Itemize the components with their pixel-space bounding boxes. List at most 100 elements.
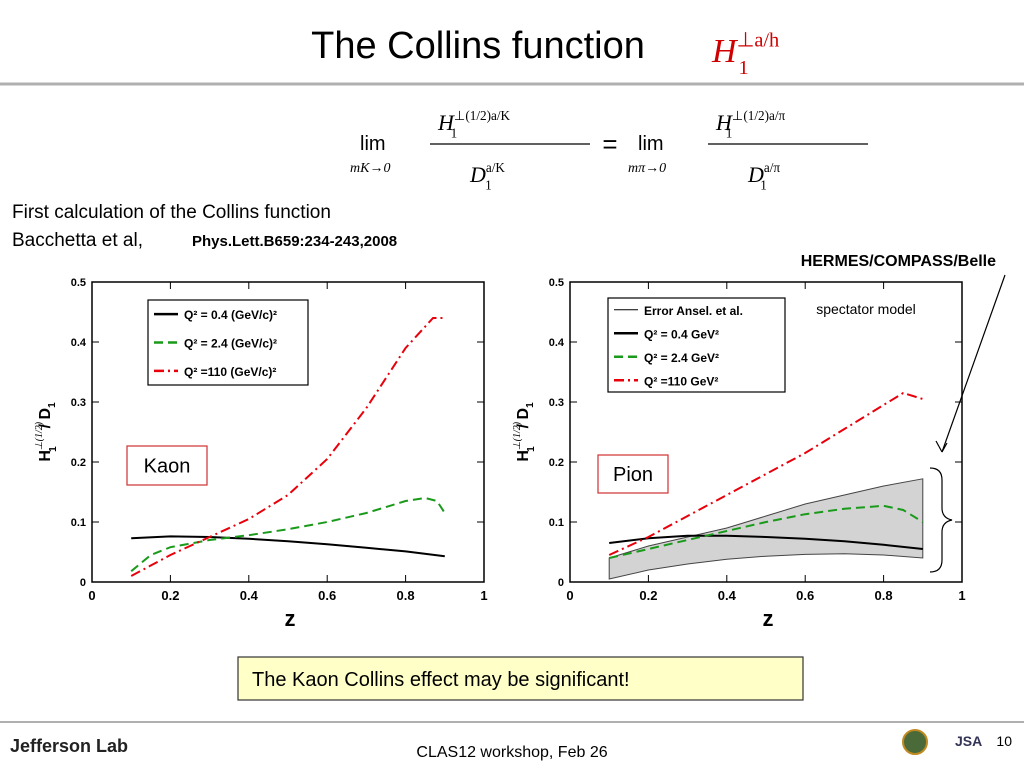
conclusion-box bbox=[237, 656, 804, 701]
hermes-label: HERMES/COMPASS/Belle bbox=[801, 253, 996, 270]
plot-frame bbox=[91, 281, 485, 583]
math-base: H bbox=[715, 110, 733, 135]
math-sub: 1 bbox=[738, 57, 748, 79]
x-tick-label: 0.4 bbox=[240, 588, 259, 603]
lim: lim bbox=[360, 133, 386, 155]
legend-label: Q² =110 (GeV/c)² bbox=[184, 365, 276, 379]
y-tick-label: 0.2 bbox=[71, 457, 86, 469]
series-line bbox=[130, 317, 445, 577]
equals: = bbox=[602, 129, 617, 159]
page-number: 10 bbox=[996, 733, 1012, 749]
math-term: Da/K 1 bbox=[469, 160, 505, 193]
x-tick-label: 0.8 bbox=[875, 588, 893, 603]
y-tick-label: 0.2 bbox=[549, 457, 564, 469]
y-tick-label: 0.1 bbox=[549, 517, 564, 529]
y-label-base: H bbox=[515, 450, 532, 462]
reference: Phys.Lett.B659:234-243,2008 bbox=[192, 233, 397, 250]
y-tick-label: 0 bbox=[80, 577, 86, 589]
slide-title: The Collins function bbox=[311, 25, 645, 67]
y-label-sup: ⊥(1/2) bbox=[512, 421, 523, 450]
math-base: H bbox=[437, 110, 455, 135]
x-axis-label: z bbox=[285, 606, 296, 631]
y-label-tail-sub: 1 bbox=[525, 402, 536, 408]
x-tick-label: 1 bbox=[480, 588, 487, 603]
tag-box bbox=[126, 445, 208, 486]
math-sup: ⊥(1/2)a/K bbox=[454, 108, 511, 123]
y-label-tail-sub: 1 bbox=[47, 402, 58, 408]
legend-label: Q² = 2.4 GeV² bbox=[644, 351, 719, 365]
y-tick-label: 0.5 bbox=[549, 277, 564, 289]
math-base: D bbox=[469, 162, 486, 187]
y-tick-label: 0.4 bbox=[549, 337, 565, 349]
legend-label: Q² = 0.4 GeV² bbox=[644, 327, 719, 341]
math-sup: ⊥a/h bbox=[737, 30, 780, 52]
math-base: D bbox=[747, 162, 764, 187]
legend-label: Q² = 0.4 (GeV/c)² bbox=[184, 308, 277, 322]
x-tick-label: 0.6 bbox=[796, 588, 814, 603]
x-tick-label: 0.8 bbox=[397, 588, 415, 603]
legend-box bbox=[607, 297, 786, 393]
math-base: H bbox=[711, 33, 739, 70]
y-axis-label: H⊥(1/2) 1/ D1 bbox=[34, 402, 59, 462]
math-term: H⊥a/h 1 bbox=[711, 30, 779, 79]
y-tick-label: 0.1 bbox=[71, 517, 86, 529]
series-line bbox=[130, 496, 446, 572]
error-band bbox=[608, 478, 924, 580]
annotation: spectator model bbox=[816, 301, 916, 317]
tag-label: Pion bbox=[613, 464, 653, 486]
footer-jsa: JSA bbox=[955, 733, 982, 749]
math-term: H⊥(1/2)a/K 1 bbox=[437, 108, 511, 141]
math-sub: 1 bbox=[451, 126, 458, 141]
logo bbox=[902, 729, 928, 755]
y-tick-label: 0.4 bbox=[71, 337, 87, 349]
x-tick-label: 0.6 bbox=[318, 588, 336, 603]
math-sup: a/K bbox=[486, 160, 506, 175]
footer-event: CLAS12 workshop, Feb 26 bbox=[416, 744, 607, 761]
series-line bbox=[609, 534, 923, 550]
y-label-sub: 1 bbox=[526, 446, 537, 452]
math-term: H⊥(1/2)a/π 1 bbox=[715, 108, 786, 141]
series-line bbox=[608, 504, 924, 559]
y-label-tail: / D bbox=[37, 408, 54, 428]
tag-box bbox=[597, 454, 669, 494]
y-label-base: H bbox=[37, 450, 54, 462]
series-line bbox=[608, 391, 924, 556]
subtitle-line: Bacchetta et al, bbox=[12, 230, 143, 251]
x-tick-label: 0.4 bbox=[718, 588, 737, 603]
math-sup: ⊥(1/2)a/π bbox=[732, 108, 786, 123]
brace bbox=[929, 467, 953, 573]
tag-label: Kaon bbox=[144, 456, 191, 478]
lim: lim bbox=[638, 133, 664, 155]
footer-lab: Jefferson Lab bbox=[10, 736, 128, 756]
math-sub: 1 bbox=[726, 126, 733, 141]
x-tick-label: 0 bbox=[88, 588, 95, 603]
math-sup: a/π bbox=[764, 160, 781, 175]
arrow bbox=[941, 274, 1006, 453]
y-label-sub: 1 bbox=[48, 446, 59, 452]
y-label-sup: ⊥(1/2) bbox=[34, 421, 45, 450]
x-tick-label: 0 bbox=[566, 588, 573, 603]
y-tick-label: 0.5 bbox=[71, 277, 86, 289]
x-tick-label: 0.2 bbox=[161, 588, 179, 603]
subtitle-line: First calculation of the Collins functio… bbox=[12, 202, 331, 223]
math-sub: 1 bbox=[760, 178, 767, 193]
x-tick-label: 1 bbox=[958, 588, 965, 603]
lim-under: mK→0 bbox=[350, 161, 390, 176]
y-tick-label: 0 bbox=[558, 577, 564, 589]
math-term: Da/π 1 bbox=[747, 160, 780, 193]
conclusion: The Kaon Collins effect may be significa… bbox=[252, 669, 630, 691]
y-label-tail: / D bbox=[515, 408, 532, 428]
x-axis-label: z bbox=[763, 606, 774, 631]
math-sub: 1 bbox=[485, 178, 492, 193]
plot-frame bbox=[569, 281, 963, 583]
legend-label: Error Ansel. et al. bbox=[644, 304, 743, 318]
y-axis-label: H⊥(1/2) 1/ D1 bbox=[512, 402, 537, 462]
x-tick-label: 0.2 bbox=[639, 588, 657, 603]
arrow-head bbox=[935, 440, 948, 453]
lim-under: mπ→0 bbox=[628, 161, 666, 176]
y-tick-label: 0.3 bbox=[549, 397, 564, 409]
y-tick-label: 0.3 bbox=[71, 397, 86, 409]
series-line bbox=[131, 535, 445, 558]
legend-label: Q² = 2.4 (GeV/c)² bbox=[184, 337, 277, 351]
